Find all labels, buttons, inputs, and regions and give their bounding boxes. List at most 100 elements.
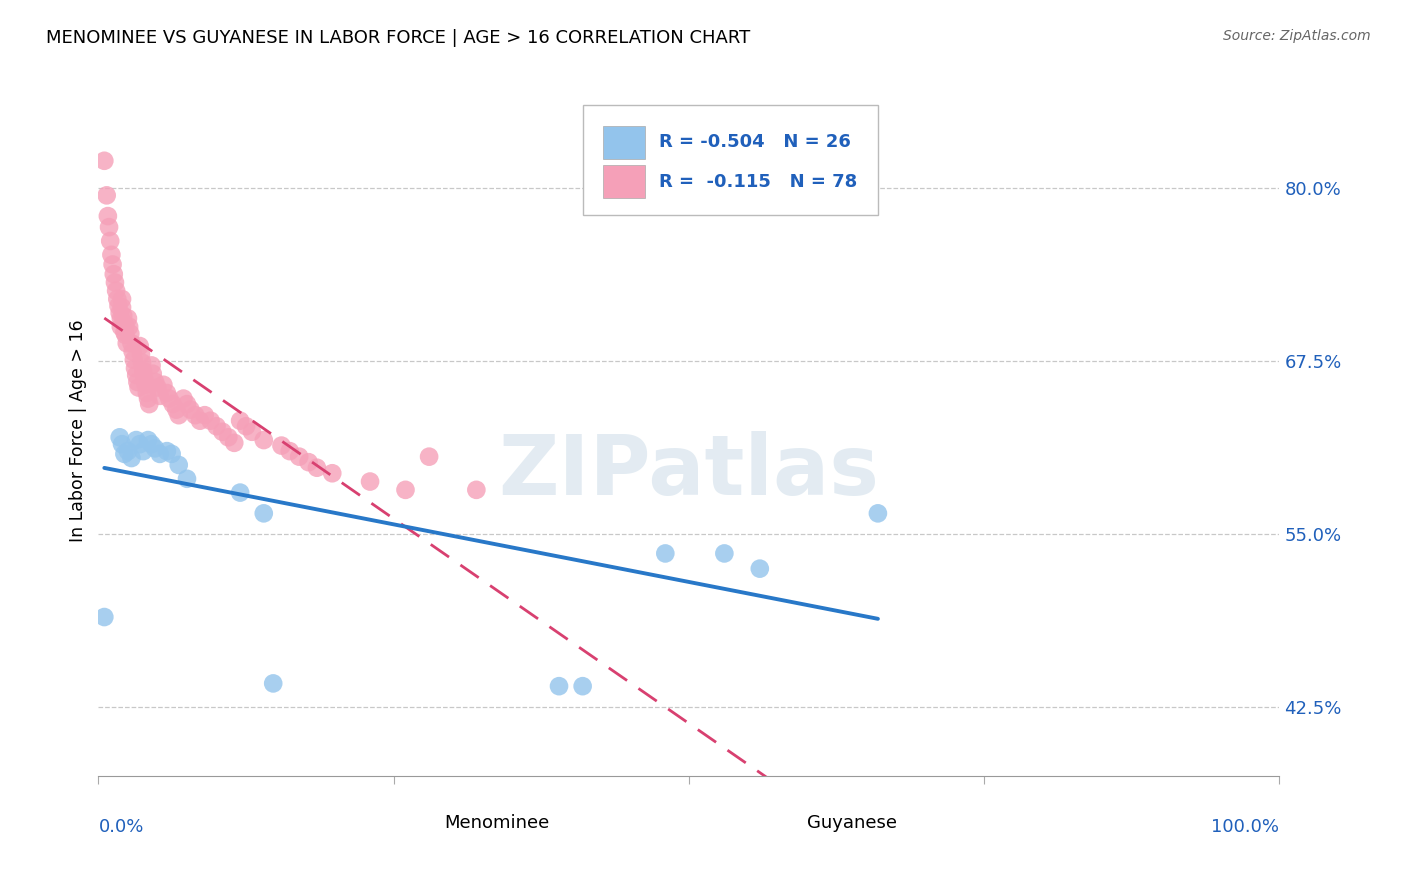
Point [866,507,889,521]
Point [122,352,145,367]
Point [571,679,593,693]
Point [298,455,321,469]
Point [305,460,328,475]
Point [115,336,138,351]
Point [143,442,166,456]
Point [157,392,180,406]
Point [235,419,257,434]
Point [165,402,187,417]
Point [138,397,160,411]
Point [136,392,159,406]
Point [124,361,146,376]
Point [748,561,770,575]
Point [142,367,165,381]
Point [135,377,157,392]
Point [93,610,115,624]
Point [200,414,222,428]
Point [149,447,172,461]
Point [97,209,120,223]
Point [120,326,142,341]
Point [188,414,211,428]
Point [127,375,149,389]
Point [104,276,127,290]
Point [101,257,124,271]
Point [111,437,134,451]
Point [112,325,135,339]
Point [107,299,129,313]
Point [240,425,263,439]
Point [211,425,233,439]
Point [114,328,136,343]
Point [156,386,179,401]
Point [128,380,150,394]
Point [229,414,252,428]
Point [128,339,150,353]
Point [394,483,416,497]
Point [111,292,134,306]
Point [112,447,135,461]
Point [125,368,148,382]
Point [93,153,115,168]
Point [253,507,276,521]
Text: MENOMINEE VS GUYANESE IN LABOR FORCE | AGE > 16 CORRELATION CHART: MENOMINEE VS GUYANESE IN LABOR FORCE | A… [46,29,751,46]
Point [278,444,301,458]
Point [184,408,207,422]
Point [253,433,276,447]
Point [117,311,139,326]
Point [110,311,132,326]
Point [167,458,190,472]
Point [121,344,143,359]
Point [112,317,135,331]
Point [96,188,118,202]
Point [167,408,190,422]
Point [149,389,172,403]
Point [114,319,136,334]
Point [176,472,198,486]
Point [270,439,292,453]
Point [110,319,132,334]
Point [262,676,284,690]
Point [180,402,202,417]
Point [224,435,246,450]
Point [108,306,131,320]
Point [176,397,198,411]
Point [100,248,122,262]
Y-axis label: In Labor Force | Age > 16: In Labor Force | Age > 16 [69,319,87,541]
Point [146,380,169,394]
Point [229,485,252,500]
Text: 100.0%: 100.0% [1212,817,1279,836]
Point [132,364,155,378]
FancyBboxPatch shape [762,814,796,832]
FancyBboxPatch shape [582,105,877,215]
Point [548,679,571,693]
Point [418,450,440,464]
Point [172,392,194,406]
Point [105,284,128,298]
Point [194,408,217,422]
Text: ZIPatlas: ZIPatlas [499,432,879,512]
Point [321,467,343,481]
Point [141,437,163,451]
Text: R =  -0.115   N = 78: R = -0.115 N = 78 [659,172,858,191]
Text: R = -0.504   N = 26: R = -0.504 N = 26 [659,133,851,151]
Point [108,430,131,444]
Point [162,397,184,411]
Point [205,419,228,434]
Point [359,475,381,489]
Point [118,319,141,334]
Text: Menominee: Menominee [444,814,550,832]
Point [136,433,159,447]
FancyBboxPatch shape [603,126,645,159]
Point [117,444,139,458]
Text: Source: ZipAtlas.com: Source: ZipAtlas.com [1223,29,1371,43]
Point [465,483,488,497]
Point [121,336,143,351]
Point [134,372,156,386]
FancyBboxPatch shape [399,814,433,832]
Point [128,437,150,451]
Point [217,430,239,444]
Point [112,309,135,323]
Text: 0.0%: 0.0% [98,817,143,836]
Point [98,220,121,235]
Point [132,444,155,458]
